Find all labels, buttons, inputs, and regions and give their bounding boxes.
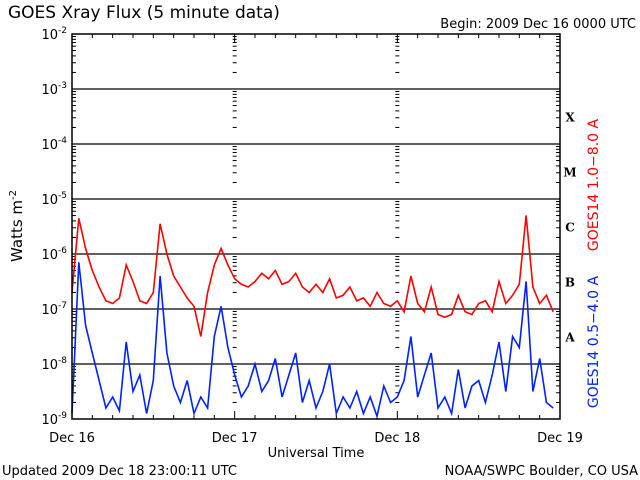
y-tick-label: 10-7 (41, 301, 67, 318)
gridlines (72, 88, 560, 365)
short-channel-line (71, 262, 554, 420)
credit-label: NOAA/SWPC Boulder, CO USA (445, 464, 638, 479)
y-tick-label: 10-3 (41, 81, 67, 98)
flare-class-X: X (565, 111, 575, 125)
x-axis-label: Universal Time (268, 446, 365, 461)
y-axis-label: Watts m-2 (8, 190, 26, 262)
flare-class-M: M (563, 166, 576, 180)
x-tick-labels: Dec 16 Dec 17 Dec 18 Dec 19 (49, 431, 583, 446)
long-channel-line (71, 215, 554, 337)
flare-class-A: A (564, 331, 575, 345)
y-tick-label: 10-8 (41, 356, 67, 373)
y-axis-label-exponent: -2 (8, 190, 19, 200)
x-tick-label: Dec 19 (537, 431, 583, 446)
x-tick-label: Dec 16 (49, 431, 95, 446)
legend-long-channel: GOES14 1.0−8.0 A (586, 119, 602, 252)
updated-timestamp: Updated 2009 Dec 18 23:00:11 UTC (2, 464, 237, 479)
y-tick-labels: 10-2 10-3 10-4 10-5 10-6 10-7 10-8 10-9 (41, 26, 67, 428)
chart-title: GOES Xray Flux (5 minute data) (8, 3, 280, 23)
x-tick-label: Dec 18 (374, 431, 420, 446)
y-tick-label: 10-4 (41, 136, 67, 153)
y-tick-label: 10-2 (41, 26, 67, 43)
y-tick-label: 10-9 (41, 411, 67, 428)
axis-ticks (71, 34, 561, 420)
x-tick-label: Dec 17 (212, 431, 258, 446)
begin-label: Begin: 2009 Dec 16 0000 UTC (440, 17, 636, 32)
flare-class-B: B (565, 276, 575, 290)
flare-class-C: C (565, 221, 575, 235)
flare-class-labels: X M C B A (563, 111, 576, 345)
series-lines (71, 215, 554, 420)
y-tick-label: 10-6 (41, 246, 67, 263)
plot-frame (71, 33, 561, 420)
legend-short-channel: GOES14 0.5−4.0 A (586, 276, 602, 409)
y-tick-label: 10-5 (41, 191, 67, 208)
y-axis-label-base: Watts m (8, 200, 26, 262)
